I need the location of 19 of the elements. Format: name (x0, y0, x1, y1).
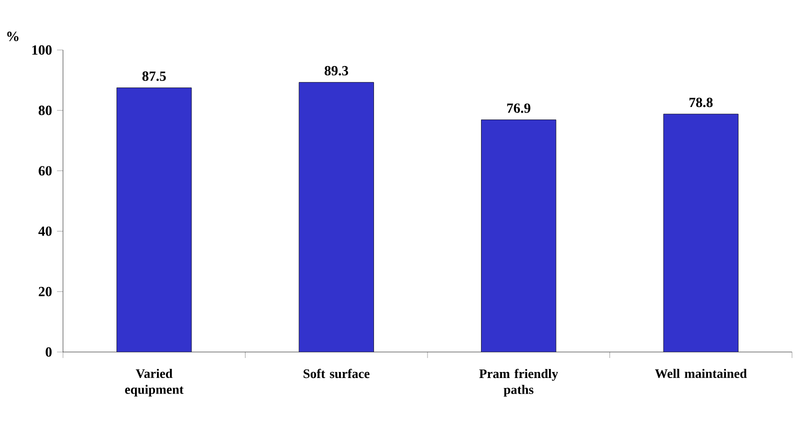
bar (663, 114, 738, 352)
data-label: 78.8 (689, 98, 713, 108)
data-label: 76.9 (507, 103, 530, 113)
y-axis-title: % (7, 32, 18, 42)
y-tick-label: 60 (38, 166, 52, 176)
x-tick-label: Varied equipment (125, 368, 184, 397)
y-tick-label: 40 (38, 226, 52, 236)
data-label: 87.5 (142, 71, 166, 81)
bar (116, 88, 192, 352)
bar (481, 120, 556, 352)
x-tick-label: Well maintained (655, 368, 747, 378)
x-tick-label: Pram friendly paths (479, 368, 558, 397)
y-tick-label: 20 (38, 286, 52, 296)
data-label: 89.3 (324, 66, 348, 76)
y-tick-label: 100 (32, 45, 52, 55)
bar (299, 82, 374, 352)
x-tick-label: Soft surface (304, 368, 370, 378)
y-tick-label: 80 (38, 106, 52, 116)
y-tick-label: 0 (46, 347, 52, 357)
